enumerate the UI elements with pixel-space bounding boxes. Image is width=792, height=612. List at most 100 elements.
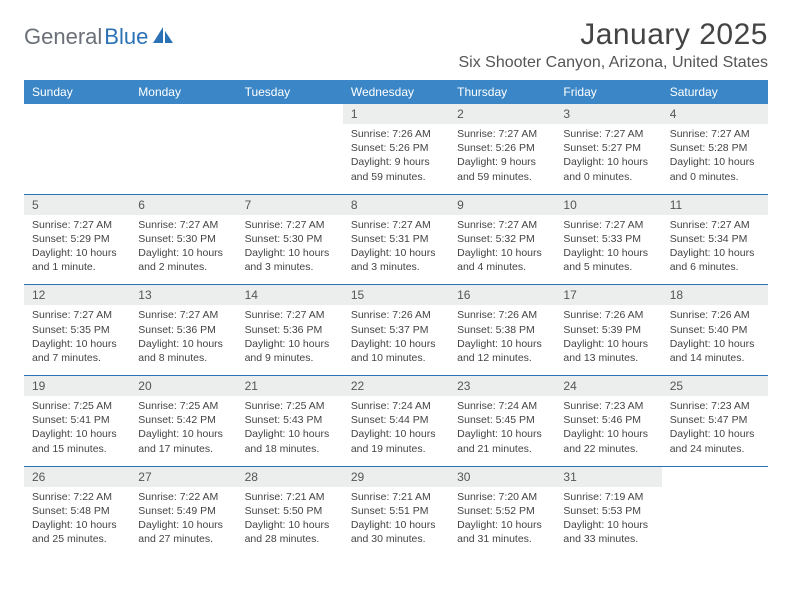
detail-line: and 28 minutes. xyxy=(245,532,337,546)
day-number-cell: 8 xyxy=(343,195,449,215)
detail-line: Sunset: 5:48 PM xyxy=(32,504,124,518)
detail-line: Sunrise: 7:22 AM xyxy=(32,490,124,504)
detail-line: Sunset: 5:36 PM xyxy=(138,323,230,337)
detail-line: Sunrise: 7:27 AM xyxy=(670,218,762,232)
day-number-cell: 10 xyxy=(555,195,661,215)
day-detail-cell: Sunrise: 7:27 AMSunset: 5:31 PMDaylight:… xyxy=(343,215,449,285)
detail-line: Daylight: 10 hours xyxy=(138,337,230,351)
page-header: General Blue January 2025 Six Shooter Ca… xyxy=(24,18,768,72)
detail-line: Sunset: 5:30 PM xyxy=(245,232,337,246)
day-header-row: SundayMondayTuesdayWednesdayThursdayFrid… xyxy=(24,80,768,104)
day-header-cell: Thursday xyxy=(449,80,555,104)
detail-line: Daylight: 10 hours xyxy=(245,246,337,260)
detail-line: Daylight: 10 hours xyxy=(563,246,655,260)
detail-line: Sunset: 5:49 PM xyxy=(138,504,230,518)
day-number-row: 262728293031 xyxy=(24,467,768,487)
detail-line: and 0 minutes. xyxy=(670,170,762,184)
day-detail-row: Sunrise: 7:27 AMSunset: 5:29 PMDaylight:… xyxy=(24,215,768,285)
day-number-cell: 23 xyxy=(449,376,555,396)
logo-sail-icon xyxy=(153,25,175,50)
detail-line: Sunset: 5:26 PM xyxy=(457,141,549,155)
day-detail-cell: Sunrise: 7:27 AMSunset: 5:30 PMDaylight:… xyxy=(237,215,343,285)
detail-line: Daylight: 10 hours xyxy=(457,427,549,441)
logo-text-blue: Blue xyxy=(104,24,148,50)
detail-line: Sunset: 5:52 PM xyxy=(457,504,549,518)
day-detail-cell: Sunrise: 7:27 AMSunset: 5:32 PMDaylight:… xyxy=(449,215,555,285)
day-detail-row: Sunrise: 7:25 AMSunset: 5:41 PMDaylight:… xyxy=(24,396,768,466)
detail-line: Sunrise: 7:27 AM xyxy=(245,308,337,322)
day-number-cell: 2 xyxy=(449,104,555,124)
detail-line: Sunrise: 7:25 AM xyxy=(32,399,124,413)
detail-line: Sunrise: 7:27 AM xyxy=(670,127,762,141)
day-number-cell: 24 xyxy=(555,376,661,396)
day-number-row: 1234 xyxy=(24,104,768,124)
day-detail-row: Sunrise: 7:26 AM Sunset: 5:26 PMDaylight:… xyxy=(24,124,768,194)
detail-line: Sunset: 5:41 PM xyxy=(32,413,124,427)
day-number-cell: 4 xyxy=(662,104,768,124)
detail-line: Sunset: 5:44 PM xyxy=(351,413,443,427)
day-number-cell: 5 xyxy=(24,195,130,215)
day-number-cell: 16 xyxy=(449,285,555,305)
day-number-cell: 31 xyxy=(555,467,661,487)
detail-line: Sunset: 5:53 PM xyxy=(563,504,655,518)
location-subtitle: Six Shooter Canyon, Arizona, United Stat… xyxy=(458,54,768,72)
day-detail-cell xyxy=(24,124,130,194)
detail-line: Sunrise: 7:23 AM xyxy=(670,399,762,413)
detail-line: Sunrise: 7:24 AM xyxy=(351,399,443,413)
detail-line: Sunrise: 7:27 AM xyxy=(32,218,124,232)
detail-line: and 7 minutes. xyxy=(32,351,124,365)
day-detail-cell: Sunrise: 7:25 AMSunset: 5:41 PMDaylight:… xyxy=(24,396,130,466)
day-number-row: 567891011 xyxy=(24,195,768,215)
calendar-table: SundayMondayTuesdayWednesdayThursdayFrid… xyxy=(24,80,768,556)
detail-line: Daylight: 10 hours xyxy=(457,246,549,260)
day-number-cell: 21 xyxy=(237,376,343,396)
detail-line: Daylight: 9 hours xyxy=(457,155,549,169)
day-detail-cell: Sunrise: 7:27 AMSunset: 5:28 PMDaylight:… xyxy=(662,124,768,194)
detail-line: and 10 minutes. xyxy=(351,351,443,365)
detail-line: and 17 minutes. xyxy=(138,442,230,456)
day-detail-cell: Sunrise: 7:26 AMSunset: 5:40 PMDaylight:… xyxy=(662,305,768,375)
detail-line: and 18 minutes. xyxy=(245,442,337,456)
day-detail-row: Sunrise: 7:27 AMSunset: 5:35 PMDaylight:… xyxy=(24,305,768,375)
detail-line: Sunrise: 7:27 AM xyxy=(563,127,655,141)
day-detail-cell: Sunrise: 7:27 AMSunset: 5:27 PMDaylight:… xyxy=(555,124,661,194)
day-number-cell xyxy=(24,104,130,124)
detail-line: Daylight: 10 hours xyxy=(563,518,655,532)
day-number-cell xyxy=(237,104,343,124)
detail-line: Sunset: 5:33 PM xyxy=(563,232,655,246)
day-number-cell: 6 xyxy=(130,195,236,215)
day-detail-cell xyxy=(237,124,343,194)
day-number-cell: 18 xyxy=(662,285,768,305)
day-number-cell: 28 xyxy=(237,467,343,487)
day-detail-cell: Sunrise: 7:24 AMSunset: 5:45 PMDaylight:… xyxy=(449,396,555,466)
day-detail-cell: Sunrise: 7:25 AMSunset: 5:43 PMDaylight:… xyxy=(237,396,343,466)
detail-line: Sunrise: 7:27 AM xyxy=(32,308,124,322)
detail-line: and 59 minutes. xyxy=(351,170,443,184)
detail-line: Sunrise: 7:27 AM xyxy=(138,218,230,232)
day-number-row: 19202122232425 xyxy=(24,376,768,396)
detail-line: Daylight: 10 hours xyxy=(245,518,337,532)
detail-line: and 27 minutes. xyxy=(138,532,230,546)
day-detail-cell: Sunrise: 7:23 AMSunset: 5:47 PMDaylight:… xyxy=(662,396,768,466)
day-number-cell xyxy=(130,104,236,124)
detail-line: Sunset: 5:43 PM xyxy=(245,413,337,427)
detail-line: and 13 minutes. xyxy=(563,351,655,365)
detail-line: Sunrise: 7:21 AM xyxy=(245,490,337,504)
day-detail-cell: Sunrise: 7:22 AMSunset: 5:49 PMDaylight:… xyxy=(130,487,236,557)
detail-line: Sunset: 5:30 PM xyxy=(138,232,230,246)
detail-line: and 2 minutes. xyxy=(138,260,230,274)
day-detail-cell: Sunrise: 7:22 AMSunset: 5:48 PMDaylight:… xyxy=(24,487,130,557)
day-detail-cell xyxy=(130,124,236,194)
day-number-cell: 9 xyxy=(449,195,555,215)
detail-line: Sunrise: 7:26 AM xyxy=(563,308,655,322)
detail-line: Sunrise: 7:26 AM xyxy=(351,127,443,141)
detail-line: Daylight: 10 hours xyxy=(351,427,443,441)
day-number-cell: 14 xyxy=(237,285,343,305)
day-header-cell: Wednesday xyxy=(343,80,449,104)
detail-line: and 1 minute. xyxy=(32,260,124,274)
detail-line: Sunset: 5:29 PM xyxy=(32,232,124,246)
day-detail-cell: Sunrise: 7:21 AMSunset: 5:51 PMDaylight:… xyxy=(343,487,449,557)
detail-line: and 3 minutes. xyxy=(245,260,337,274)
detail-line: Sunrise: 7:25 AM xyxy=(245,399,337,413)
day-detail-cell: Sunrise: 7:20 AMSunset: 5:52 PMDaylight:… xyxy=(449,487,555,557)
